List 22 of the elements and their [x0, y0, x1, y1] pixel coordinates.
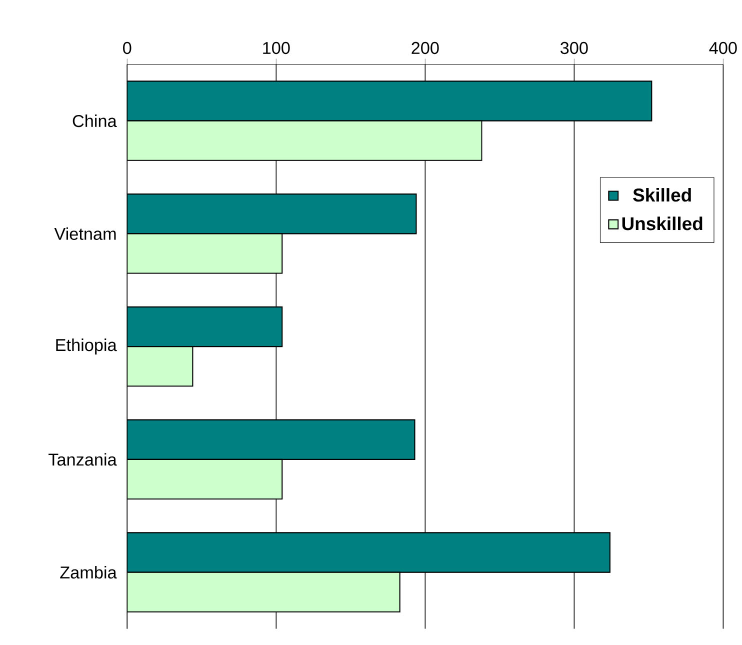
y-tick-label: Tanzania — [48, 453, 117, 466]
bar — [127, 532, 610, 574]
bar — [127, 572, 400, 613]
bar — [127, 80, 652, 122]
bar — [127, 120, 482, 162]
y-tick-label: Zambia — [60, 566, 117, 579]
x-tick-label: 300 — [560, 42, 588, 54]
x-tick-label: 400 — [709, 42, 737, 54]
x-tick-label: 200 — [412, 42, 439, 54]
bar — [127, 194, 417, 234]
x-tick-label: 0 — [123, 42, 132, 54]
y-tick-label: China — [72, 114, 117, 128]
bar — [127, 459, 283, 500]
legend-label: Unskilled — [622, 216, 702, 230]
bar — [127, 420, 416, 460]
x-tick-label: 100 — [263, 42, 290, 54]
bar — [127, 306, 283, 348]
bar — [127, 233, 283, 274]
legend-label: Skilled — [633, 188, 691, 202]
y-tick-label: Ethiopia — [56, 338, 117, 355]
y-tick-label: Vietnam — [54, 228, 116, 240]
bar — [127, 346, 194, 387]
